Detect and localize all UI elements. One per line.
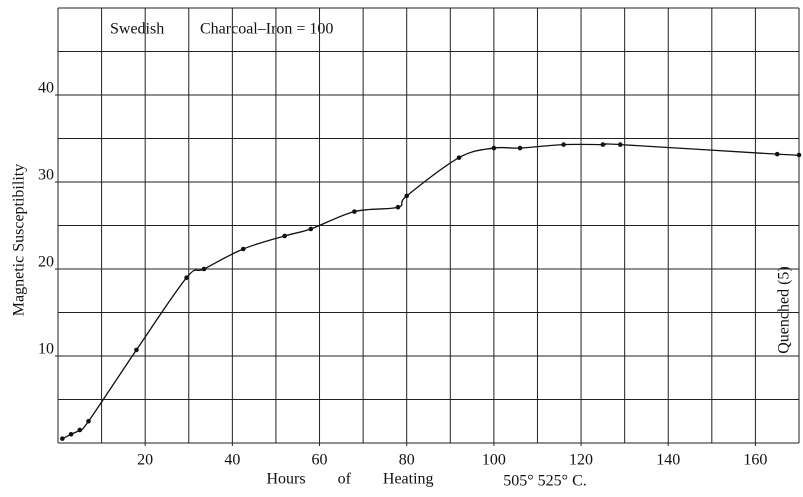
data-point	[491, 145, 497, 151]
x-tick-label: 20	[137, 452, 153, 469]
x-tick-label: 60	[312, 452, 328, 469]
data-point	[77, 427, 83, 433]
data-point	[517, 145, 523, 151]
x-tick-label: 100	[482, 452, 506, 469]
data-point	[352, 209, 357, 214]
data-point	[308, 226, 314, 232]
data-point	[600, 142, 606, 147]
annotation: Quenched (5)	[776, 266, 793, 354]
data-point	[282, 233, 287, 239]
fit-curve	[62, 143, 800, 440]
data-point	[240, 246, 246, 252]
x-axis-label-extra: 505° 525° C.	[503, 473, 586, 490]
x-tick-label: 80	[399, 452, 415, 469]
data-point	[184, 275, 189, 281]
data-point	[60, 436, 65, 441]
annotation: Swedish	[110, 21, 164, 38]
x-axis-label: Hours of Heating	[266, 471, 433, 488]
y-axis-label: Magnetic Susceptibility	[11, 164, 28, 316]
x-tick-label: 160	[743, 452, 767, 469]
y-tick-label: 40	[38, 80, 54, 97]
data-point	[86, 418, 91, 424]
data-point	[395, 204, 401, 210]
data-point	[201, 266, 207, 272]
x-tick-label: 120	[569, 452, 593, 469]
data-point	[404, 193, 410, 199]
x-tick-label: 140	[656, 452, 680, 469]
data-point	[456, 155, 462, 160]
y-tick-label: 10	[38, 341, 54, 358]
annotation: Charcoal–Iron = 100	[200, 21, 333, 38]
data-point	[134, 347, 139, 353]
data-point	[561, 142, 566, 147]
data-point	[617, 142, 623, 147]
data-point	[68, 432, 74, 437]
data-point	[796, 152, 802, 158]
y-tick-label: 30	[38, 167, 54, 184]
data-point	[774, 151, 780, 157]
x-tick-label: 40	[224, 452, 240, 469]
y-tick-label: 20	[38, 254, 54, 271]
